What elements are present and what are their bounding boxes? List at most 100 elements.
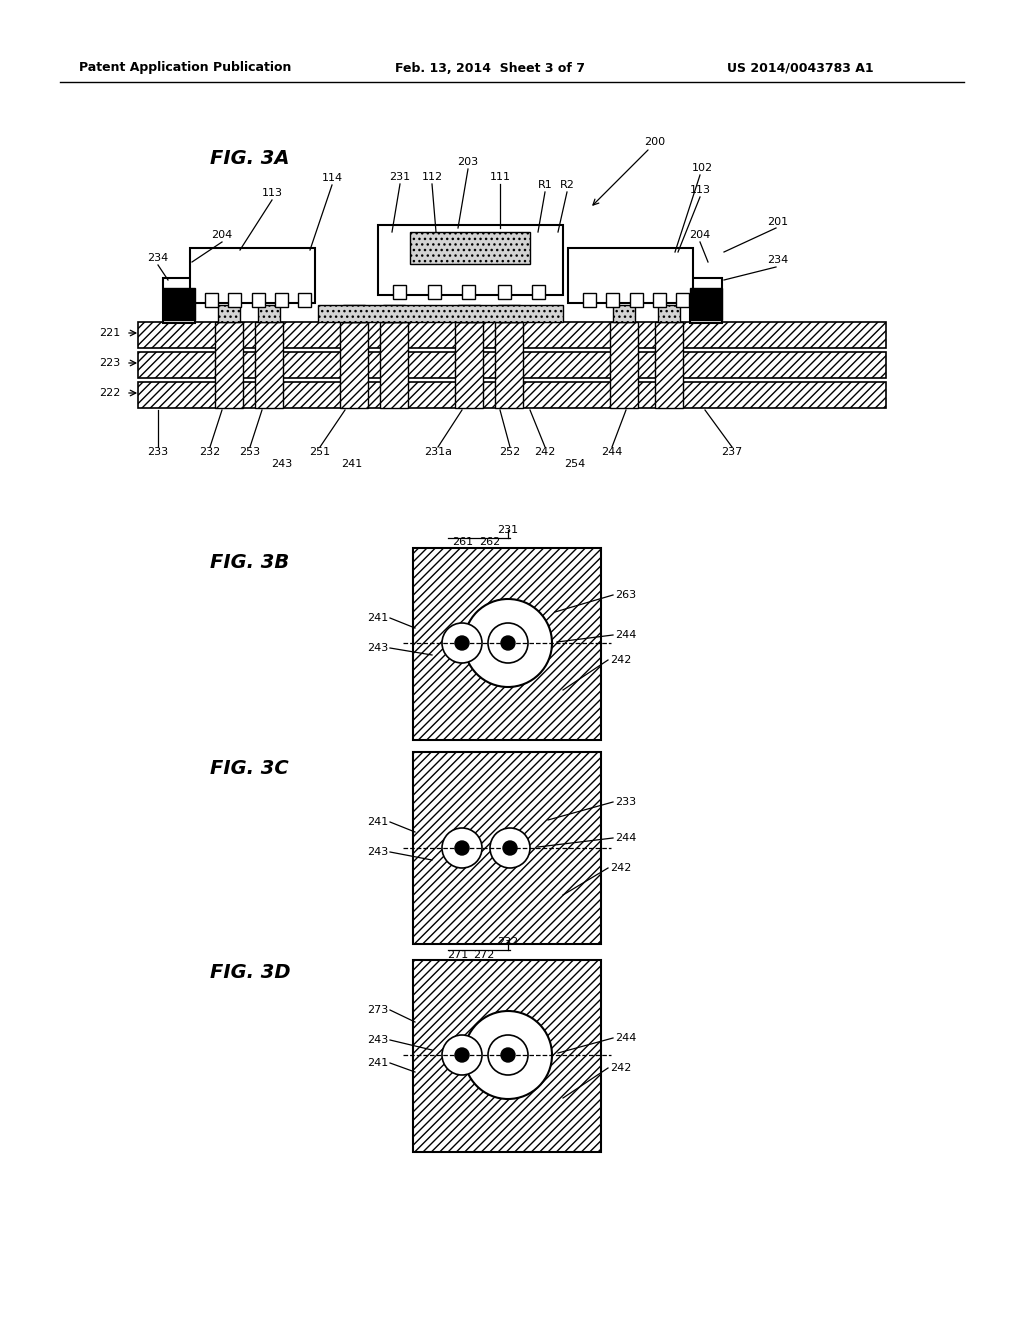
Bar <box>690 288 722 319</box>
Circle shape <box>501 1048 515 1063</box>
Bar <box>606 293 618 308</box>
Text: 262: 262 <box>479 537 501 546</box>
Bar <box>413 960 601 1152</box>
Text: 237: 237 <box>721 447 742 457</box>
Text: 244: 244 <box>601 447 623 457</box>
Text: 231: 231 <box>389 172 411 182</box>
Bar <box>583 293 596 308</box>
Bar <box>393 285 406 300</box>
Text: 112: 112 <box>422 172 442 182</box>
Bar <box>163 279 195 323</box>
Bar <box>610 322 638 408</box>
Bar <box>343 305 365 322</box>
Text: 234: 234 <box>767 255 788 265</box>
Circle shape <box>455 636 469 649</box>
Text: 242: 242 <box>610 1063 632 1073</box>
Circle shape <box>455 1048 469 1063</box>
Text: 222: 222 <box>98 388 120 399</box>
Bar <box>215 322 243 408</box>
Bar <box>340 322 368 408</box>
Bar <box>138 352 886 378</box>
Text: 223: 223 <box>98 358 120 368</box>
Bar <box>498 285 511 300</box>
Text: R2: R2 <box>559 180 574 190</box>
Circle shape <box>442 1035 482 1074</box>
Text: 232: 232 <box>200 447 220 457</box>
Bar <box>690 279 722 323</box>
Bar <box>258 305 280 322</box>
Bar <box>298 293 311 308</box>
Text: 244: 244 <box>615 1034 636 1043</box>
Text: 233: 233 <box>615 797 636 807</box>
Text: 243: 243 <box>367 847 388 857</box>
Text: 114: 114 <box>322 173 343 183</box>
Text: 251: 251 <box>309 447 331 457</box>
Text: 204: 204 <box>211 230 232 240</box>
Bar <box>613 305 635 322</box>
Circle shape <box>442 623 482 663</box>
Text: 271: 271 <box>447 950 469 960</box>
Bar <box>252 293 265 308</box>
Text: 243: 243 <box>367 643 388 653</box>
Bar <box>568 248 693 304</box>
Bar <box>655 322 683 408</box>
Text: 241: 241 <box>367 817 388 828</box>
Bar <box>228 293 241 308</box>
Bar <box>318 305 563 322</box>
Text: 244: 244 <box>615 630 636 640</box>
Text: FIG. 3A: FIG. 3A <box>210 149 290 168</box>
Bar <box>532 285 545 300</box>
Circle shape <box>464 599 552 686</box>
Circle shape <box>488 623 528 663</box>
Circle shape <box>442 828 482 869</box>
Text: 241: 241 <box>367 612 388 623</box>
Bar <box>380 322 408 408</box>
Text: Feb. 13, 2014  Sheet 3 of 7: Feb. 13, 2014 Sheet 3 of 7 <box>395 62 585 74</box>
Bar <box>163 288 195 319</box>
Text: 204: 204 <box>689 230 711 240</box>
Bar <box>658 305 680 322</box>
Bar <box>458 305 480 322</box>
Bar <box>138 322 886 348</box>
Text: 231a: 231a <box>424 447 452 457</box>
Text: 231: 231 <box>498 525 518 535</box>
Bar <box>462 285 475 300</box>
Text: 232: 232 <box>498 937 518 946</box>
Text: 113: 113 <box>689 185 711 195</box>
Bar <box>410 232 530 264</box>
Text: FIG. 3C: FIG. 3C <box>210 759 289 777</box>
Text: 221: 221 <box>98 327 120 338</box>
Circle shape <box>501 636 515 649</box>
Text: 113: 113 <box>261 187 283 198</box>
Bar <box>138 381 886 408</box>
Text: FIG. 3D: FIG. 3D <box>210 962 291 982</box>
Text: Patent Application Publication: Patent Application Publication <box>79 62 291 74</box>
Bar <box>413 548 601 741</box>
Bar <box>275 293 288 308</box>
Text: 273: 273 <box>367 1005 388 1015</box>
Text: 242: 242 <box>535 447 556 457</box>
Text: 261: 261 <box>453 537 473 546</box>
Text: 241: 241 <box>367 1059 388 1068</box>
Bar <box>676 293 689 308</box>
Bar <box>630 293 643 308</box>
Text: 242: 242 <box>610 863 632 873</box>
Text: 234: 234 <box>147 253 169 263</box>
Text: 244: 244 <box>615 833 636 843</box>
Bar <box>218 305 240 322</box>
Text: 263: 263 <box>615 590 636 601</box>
Text: 203: 203 <box>458 157 478 168</box>
Text: 243: 243 <box>367 1035 388 1045</box>
Bar <box>455 322 483 408</box>
Circle shape <box>488 1035 528 1074</box>
Bar <box>255 322 283 408</box>
Text: 241: 241 <box>341 459 362 469</box>
Text: 272: 272 <box>473 950 495 960</box>
Text: 233: 233 <box>147 447 169 457</box>
Bar <box>653 293 666 308</box>
Bar <box>428 285 441 300</box>
Bar <box>495 322 523 408</box>
Text: 201: 201 <box>767 216 788 227</box>
Circle shape <box>503 841 517 855</box>
Circle shape <box>490 828 530 869</box>
